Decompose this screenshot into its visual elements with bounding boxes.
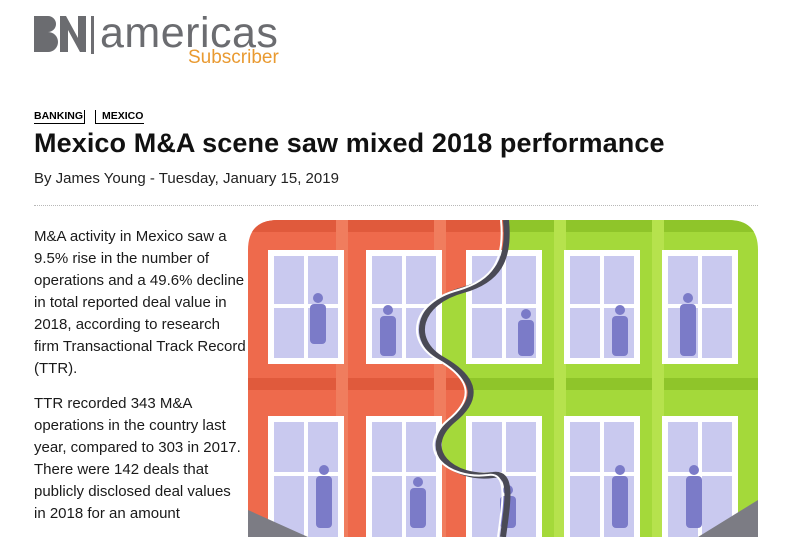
logo-divider	[91, 16, 94, 54]
bn-logo-icon	[34, 16, 86, 52]
brand-name: americas	[100, 9, 279, 57]
divider	[34, 205, 758, 206]
article-body: M&A activity in Mexico saw a 9.5% rise i…	[34, 226, 246, 538]
article-paragraph: TTR recorded 343 M&A operations in the c…	[34, 395, 241, 522]
puzzle-buildings-illustration	[248, 220, 758, 537]
tag-mexico[interactable]: MEXICO	[95, 110, 145, 124]
site-logo[interactable]: americas Subscriber	[34, 9, 294, 72]
article-image	[248, 220, 758, 537]
article-tags: BANKING MEXICO	[34, 110, 145, 124]
article-paragraph: M&A activity in Mexico saw a 9.5% rise i…	[34, 228, 246, 377]
brand-subtitle: Subscriber	[188, 47, 279, 68]
tag-banking[interactable]: BANKING	[34, 110, 85, 124]
article-byline: By James Young - Tuesday, January 15, 20…	[34, 170, 339, 187]
article-title: Mexico M&A scene saw mixed 2018 performa…	[34, 128, 665, 158]
